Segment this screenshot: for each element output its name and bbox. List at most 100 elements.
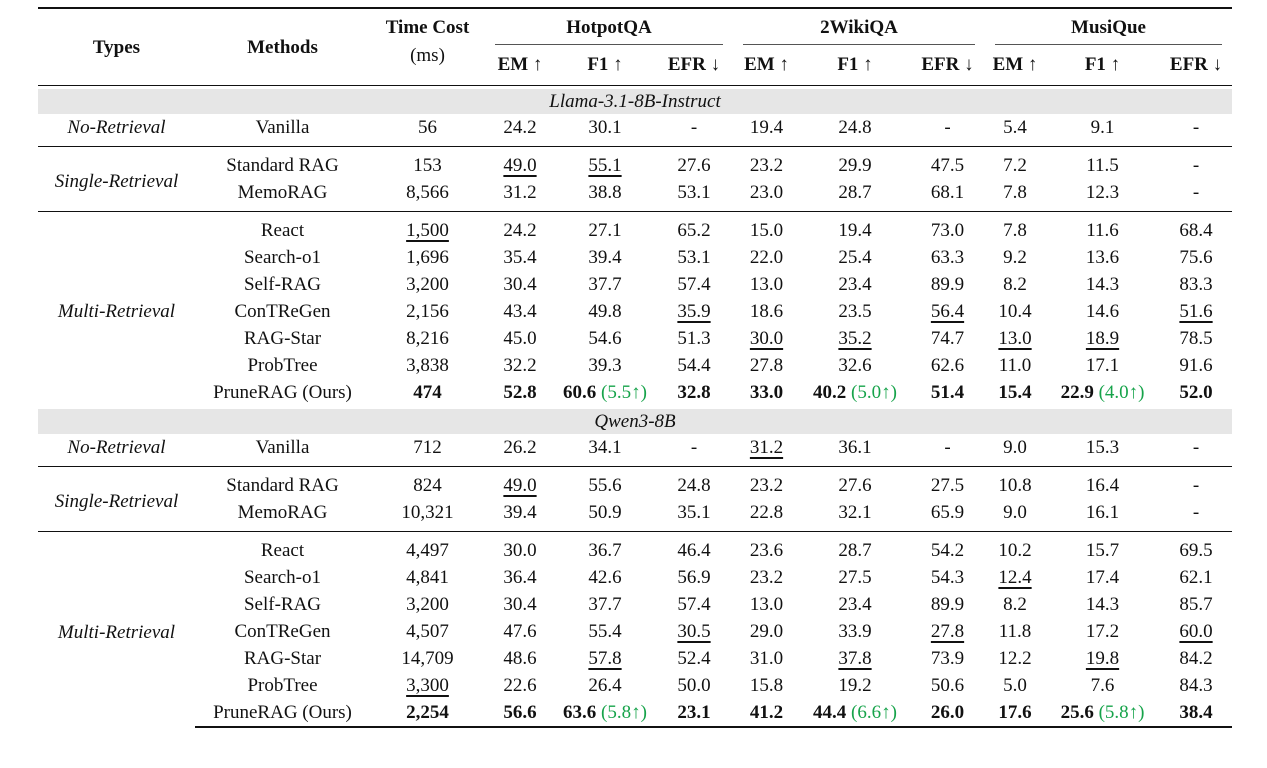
cell-value: 36.4 — [503, 567, 537, 588]
cell-value: 22.0 — [749, 247, 784, 268]
cell-value: - — [1192, 475, 1200, 496]
metric-cell: 10.2 — [985, 531, 1046, 564]
time-cost-cell: 474 — [370, 379, 485, 406]
method-name: PruneRAG (Ours) — [213, 382, 352, 403]
cell-value: 153 — [413, 155, 442, 176]
metric-cell: 84.3 — [1160, 672, 1232, 699]
table-row: Multi-Retrieval React 4,497 30.0 36.7 46.4 23.… — [38, 531, 1233, 727]
cell-value: 14.3 — [1085, 274, 1120, 295]
cell-value: 60.6 — [563, 382, 597, 403]
metric-cell: 10.8 — [985, 466, 1046, 499]
cell-value: 19.4 — [749, 117, 784, 138]
cell-value: 51.4 — [930, 382, 965, 403]
metric-cell: 7.6 — [1045, 672, 1160, 699]
metric-cell: 55.4 — [555, 618, 655, 645]
cell-value: 47.5 — [930, 155, 965, 176]
metric-cell: 56.4 — [910, 298, 985, 325]
metric-cell: 9.1 — [1045, 114, 1160, 147]
metric-cell: 28.7 — [800, 179, 910, 212]
cell-value: 43.4 — [503, 301, 537, 322]
table-row: PruneRAG (Ours) 474 52.8 60.6 (5.5↑) 32.8 33.… — [38, 379, 1232, 406]
metric-cell: 49.0 — [485, 466, 555, 499]
cell-value: 22.6 — [503, 675, 537, 696]
cell-value: 32.8 — [677, 382, 711, 403]
cell-value: 30.0 — [503, 540, 537, 561]
metric-cell: 7.8 — [985, 211, 1046, 244]
cell-value: 17.4 — [1085, 567, 1120, 588]
cell-value: 11.0 — [998, 355, 1032, 376]
method-name: Vanilla — [255, 117, 310, 138]
cell-value: 9.2 — [1003, 247, 1027, 268]
cell-value: 712 — [413, 437, 442, 458]
cell-value: 27.6 — [677, 155, 711, 176]
time-cost-cell: 8,566 — [370, 179, 485, 212]
metric-cell: 15.7 — [1045, 531, 1161, 564]
table-row: Single-Retrieval Standard RAG 153 49.0 55.1 2… — [38, 146, 1233, 212]
metric-cell: 31.2 — [733, 434, 800, 467]
metric-cell: 15.0 — [733, 211, 800, 244]
metric-cell: - — [655, 434, 733, 467]
cell-value: 38.8 — [588, 182, 622, 203]
cell-value: 14.6 — [1085, 301, 1120, 322]
retrieval-type: Multi-Retrieval — [38, 211, 195, 406]
cell-value: 4,841 — [406, 567, 449, 588]
metric-cell: 54.6 — [555, 325, 655, 352]
cell-value: 4,507 — [406, 621, 449, 642]
cell-value: 56.9 — [677, 567, 711, 588]
metric-cell: 27.5 — [910, 466, 986, 499]
cell-value: 52.8 — [503, 382, 537, 403]
metric-cell: 16.4 — [1045, 466, 1161, 499]
table-row: No-Retrieval Vanilla 56 24.2 30.1 - 19.4 24.8 - 5… — [38, 114, 1232, 147]
cell-value: 26.2 — [503, 437, 537, 458]
cell-value: 10.2 — [998, 540, 1032, 561]
cell-value: 18.6 — [749, 301, 784, 322]
cell-value: 17.2 — [1085, 621, 1120, 642]
cell-value: 89.9 — [930, 594, 965, 615]
cell-value: 68.4 — [1179, 220, 1213, 241]
metric-cell: 57.4 — [655, 591, 733, 618]
metric-cell: 24.2 — [485, 114, 555, 147]
metric-cell: 57.4 — [655, 271, 733, 298]
header-metric-f1: F1 ↑ — [1045, 45, 1161, 86]
method-name: ProbTree — [247, 675, 318, 696]
cell-value: 55.6 — [588, 475, 622, 496]
cell-value: 37.7 — [588, 274, 622, 295]
method-name: Vanilla — [255, 437, 310, 458]
metric-cell: 28.7 — [800, 531, 910, 564]
time-cost-cell: 824 — [370, 466, 485, 499]
cell-value: 5.0 — [1003, 675, 1027, 696]
metric-cell: 83.3 — [1160, 271, 1232, 298]
cell-value: 19.8 — [1085, 648, 1120, 669]
metric-cell: 33.9 — [800, 618, 910, 645]
metric-cell: 14.3 — [1045, 271, 1160, 298]
cell-value: - — [944, 117, 951, 138]
model-name-band: Llama-3.1-8B-Instruct — [38, 89, 1233, 114]
header-dataset-hotpotqa: HotpotQA — [485, 7, 733, 46]
time-cost-cell: 3,838 — [370, 352, 485, 379]
metric-cell: 35.9 — [655, 298, 733, 325]
metric-cell: 36.4 — [485, 564, 555, 591]
cell-value: 19.4 — [838, 220, 872, 241]
metric-cell: 12.3 — [1045, 179, 1160, 212]
metric-cell: 50.0 — [655, 672, 733, 699]
time-cost-cell: 4,497 — [370, 531, 485, 564]
improvement-gain: (5.8↑) — [1098, 702, 1145, 723]
header-metric-efr: EFR ↓ — [910, 45, 986, 86]
cell-value: 39.3 — [588, 355, 622, 376]
improvement-gain: (4.0↑) — [1098, 382, 1145, 403]
cell-value: 2,254 — [406, 702, 449, 723]
metric-cell: - — [910, 434, 985, 467]
cell-value: 62.1 — [1179, 567, 1213, 588]
metric-cell: 26.2 — [485, 434, 555, 467]
metric-cell: 68.1 — [910, 179, 985, 212]
cell-value: - — [1192, 437, 1200, 458]
cell-value: 23.2 — [749, 155, 784, 176]
cell-value: 1,500 — [406, 220, 449, 241]
metric-cell: 10.4 — [985, 298, 1045, 325]
cell-value: 91.6 — [1179, 355, 1213, 376]
metric-cell: 45.0 — [485, 325, 555, 352]
metric-cell: - — [1160, 434, 1232, 467]
metric-cell: 69.5 — [1160, 531, 1233, 564]
metric-cell: 40.2 (5.0↑) — [800, 379, 910, 406]
metric-cell: 9.0 — [985, 499, 1045, 532]
